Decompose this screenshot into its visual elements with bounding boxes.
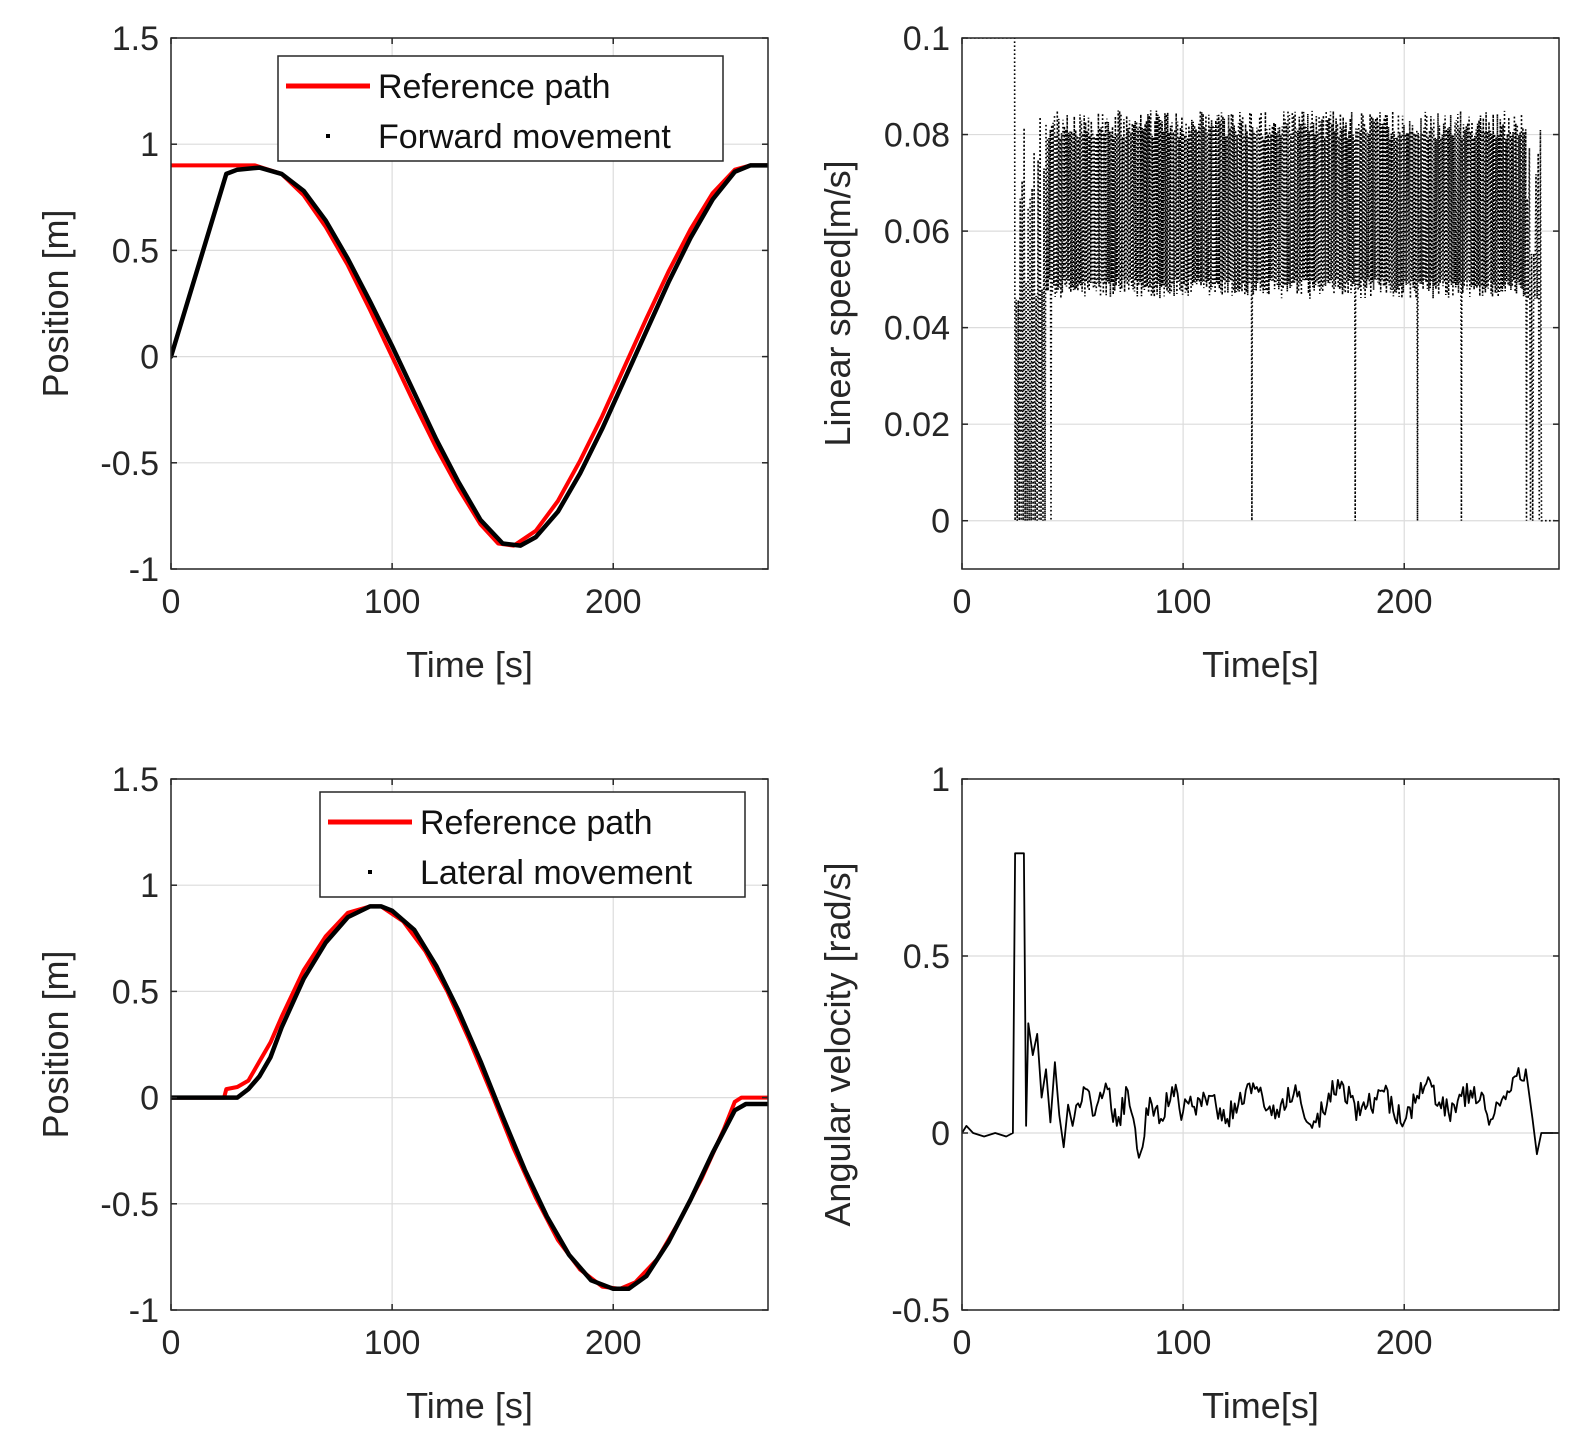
series-line-angular-velocity: [962, 852, 1559, 1159]
chart-linear-speed: 0 100 200 0 0.02 0.04 0.06 0.08 0.1 Time[s] Linear…: [817, 20, 1560, 685]
legend-label: Reference path: [420, 804, 653, 842]
x-tick-label: 100: [1155, 583, 1212, 621]
chart-lateral: 0 100 200 -1 -0.5 0 0.5 1 1.5 Time [s] Position [m…: [35, 761, 769, 1426]
y-tick-label: 0.5: [903, 938, 950, 976]
y-axis-label: Linear speed[m/s]: [817, 160, 858, 446]
x-tick-label: 200: [1376, 583, 1433, 621]
y-axis-label: Angular velocity [rad/s]: [817, 862, 858, 1226]
y-tick-label: 0.5: [112, 232, 159, 270]
axes-box: [961, 778, 1560, 1311]
axes-box: [170, 37, 769, 570]
legend-label: Forward movement: [378, 118, 671, 156]
y-tick-label: 1.5: [112, 20, 159, 58]
legend-label: Reference path: [378, 68, 611, 106]
x-axis-label: Time[s]: [1202, 644, 1319, 685]
y-tick-label: 1: [140, 126, 159, 164]
x-tick-label: 200: [1376, 1324, 1433, 1362]
y-tick-label: 1.5: [112, 761, 159, 799]
x-tick-label: 0: [953, 1324, 972, 1362]
legend-label: Lateral movement: [420, 854, 693, 892]
x-tick-label: 100: [1155, 1324, 1212, 1362]
plot-area: [962, 779, 1559, 1310]
y-tick-label: 0.02: [884, 406, 950, 444]
series-line-reference-path: [171, 163, 768, 548]
y-axis-label: Position [m]: [35, 950, 76, 1138]
data-layer: [171, 904, 768, 1292]
axes-box: [961, 37, 1560, 570]
y-tick-label: -1: [129, 1292, 159, 1330]
x-axis-label: Time [s]: [406, 1385, 533, 1426]
legend: Reference path Forward movement: [277, 55, 724, 162]
x-tick-label: 0: [953, 583, 972, 621]
chart-forward: 0 100 200 -1 -0.5 0 0.5 1 1.5 Time [s] Position [m…: [35, 20, 769, 685]
y-tick-label: 0: [931, 503, 950, 541]
y-tick-label: 0: [931, 1115, 950, 1153]
x-tick-label: 100: [364, 583, 421, 621]
y-tick-label: 0.06: [884, 213, 950, 251]
y-tick-label: 0.1: [903, 20, 950, 58]
y-tick-label: 0.5: [112, 973, 159, 1011]
legend-swatch-dot: [326, 134, 330, 138]
y-axis-label: Position [m]: [35, 209, 76, 397]
y-tick-label: -0.5: [100, 445, 159, 483]
x-tick-label: 100: [364, 1324, 421, 1362]
y-tick-label: 1: [931, 761, 950, 799]
x-tick-label: 200: [585, 583, 642, 621]
y-tick-label: 1: [140, 867, 159, 905]
series-line-forward-movement: [171, 163, 768, 548]
legend-box: [277, 55, 724, 162]
x-axis-label: Time [s]: [406, 644, 533, 685]
y-tick-label: -1: [129, 551, 159, 589]
axes-box: [170, 778, 769, 1311]
y-tick-label: 0: [140, 339, 159, 377]
y-tick-label: 0.04: [884, 310, 950, 348]
legend: Reference path Lateral movement: [319, 791, 746, 898]
legend-swatch-dot: [368, 870, 372, 874]
x-tick-label: 200: [585, 1324, 642, 1362]
y-tick-label: -0.5: [100, 1186, 159, 1224]
y-tick-label: -0.5: [891, 1292, 950, 1330]
y-tick-label: 0: [140, 1080, 159, 1118]
legend-box: [319, 791, 746, 898]
data-layer: [171, 163, 768, 548]
series-line-lateral-movement: [171, 904, 768, 1292]
x-tick-label: 0: [162, 583, 181, 621]
x-tick-label: 0: [162, 1324, 181, 1362]
data-layer: [962, 852, 1559, 1159]
x-axis-label: Time[s]: [1202, 1385, 1319, 1426]
y-tick-label: 0.08: [884, 117, 950, 155]
